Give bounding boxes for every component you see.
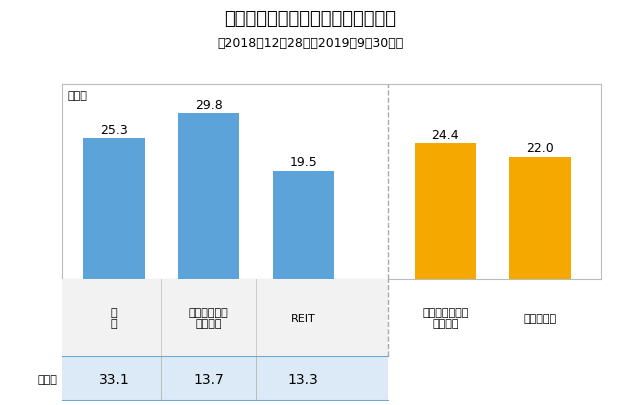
Text: 24.4: 24.4	[432, 129, 459, 142]
Text: オーストラリア
株式全体: オーストラリア 株式全体	[422, 307, 469, 329]
Text: 当ファンド: 当ファンド	[523, 313, 557, 323]
Bar	[62, 356, 389, 401]
Bar	[415, 144, 476, 279]
Text: 一般消費財・
サービス: 一般消費財・ サービス	[189, 307, 229, 329]
Text: 13.7: 13.7	[193, 372, 224, 386]
Bar	[509, 157, 570, 279]
Text: REIT: REIT	[291, 313, 316, 323]
Text: 13.3: 13.3	[288, 372, 319, 386]
Text: 19.5: 19.5	[290, 156, 317, 169]
Text: 金
融: 金 融	[111, 307, 117, 329]
Bar	[83, 139, 145, 279]
Text: 33.1: 33.1	[99, 372, 130, 386]
Text: 【豪州株式のセクター別リターン】: 【豪州株式のセクター別リターン】	[224, 10, 396, 28]
Text: （％）: （％）	[68, 91, 87, 101]
Text: （兆）: （兆）	[37, 374, 57, 384]
Bar	[273, 171, 334, 279]
Text: 22.0: 22.0	[526, 142, 554, 155]
Text: （2018年12月28日～2019年9月30日）: （2018年12月28日～2019年9月30日）	[217, 36, 403, 49]
Text: 25.3: 25.3	[100, 124, 128, 137]
Text: 29.8: 29.8	[195, 99, 223, 112]
Bar	[62, 279, 389, 356]
Bar	[178, 114, 239, 279]
